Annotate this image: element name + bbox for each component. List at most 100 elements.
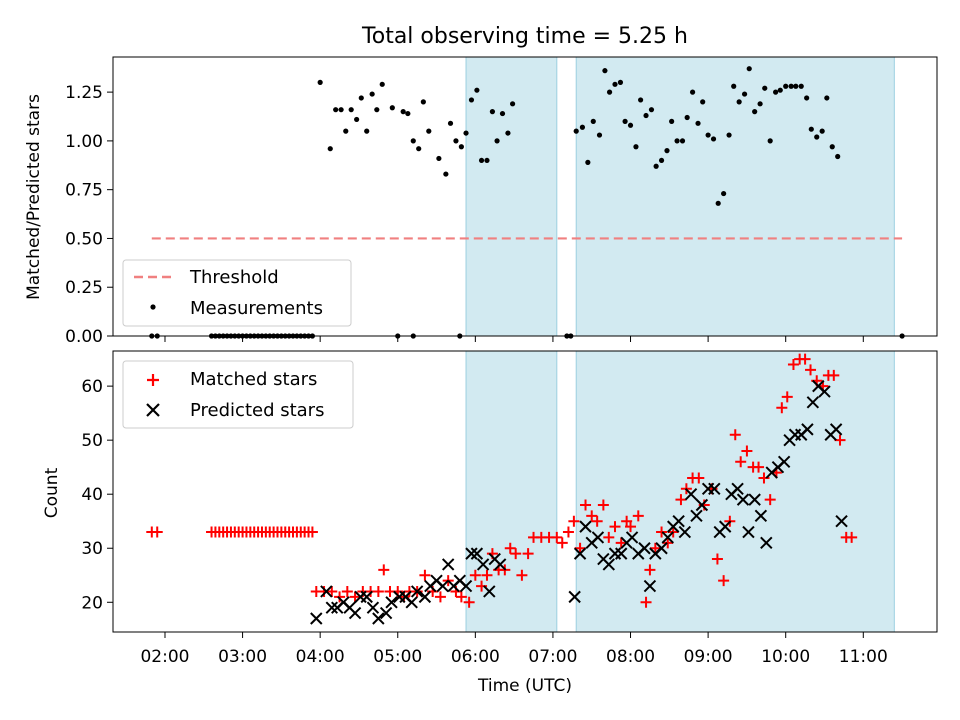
matched-star-point (640, 596, 652, 608)
bottom-x-tick-label: 02:00 (140, 647, 189, 667)
predicted-star-point (754, 509, 768, 523)
measurement-point (658, 157, 665, 164)
bottom-axes-frame (112, 350, 938, 633)
bottom-x-axis-label: Time (UTC) (477, 676, 572, 696)
measurement-point (364, 128, 370, 134)
legend-measurements-swatch (150, 304, 156, 310)
predicted-star-point (465, 547, 478, 560)
matched-stars-points (146, 353, 858, 608)
measurement-point (606, 89, 613, 95)
measurement-point (590, 118, 596, 124)
measurement-point (638, 97, 644, 103)
matched-star-point (625, 521, 637, 533)
bottom-x-tick-label: 11:00 (839, 647, 888, 667)
measurement-point (773, 89, 779, 95)
measurement-point (731, 83, 737, 89)
predicted-star-point (441, 558, 455, 571)
predicted-star-point (470, 547, 484, 560)
matched-star-point (718, 575, 730, 587)
measurement-point (617, 79, 624, 85)
measurement-point (633, 144, 639, 150)
measurement-point (736, 99, 742, 105)
bottom-x-tick-label: 06:00 (451, 647, 500, 667)
matched-star-point (556, 537, 568, 549)
matched-star-point (586, 510, 598, 522)
matched-star-point (787, 359, 799, 371)
measurement-point (648, 107, 655, 113)
matched-star-point (781, 391, 793, 403)
matched-star-point (662, 537, 674, 549)
matched-star-point (326, 585, 338, 597)
measurement-point (783, 83, 789, 89)
matched-star-point (656, 526, 668, 538)
predicted-star-point (483, 585, 496, 598)
matched-star-point (735, 456, 747, 468)
predicted-star-point (591, 531, 605, 544)
measurement-point (798, 83, 804, 89)
matched-star-point (419, 569, 431, 581)
measurement-point (715, 200, 721, 206)
predicted-star-point (695, 498, 709, 512)
measurement-point (752, 109, 758, 115)
measurement-point (416, 146, 422, 152)
top-y-tick-label: 1.25 (65, 83, 103, 103)
bottom-x-ticks: 02:00 03:00 04:00 05:00 06:00 07:00 08:00 09:00… (140, 632, 888, 667)
measurement-point (669, 118, 675, 124)
measurement-point (420, 99, 426, 105)
top-axes-frame (112, 56, 938, 337)
predicted-star-point (829, 423, 843, 436)
predicted-star-point (573, 547, 587, 560)
matched-star-point (580, 499, 592, 511)
measurement-point (710, 136, 717, 142)
matched-star-point (741, 445, 753, 457)
measurement-point (814, 134, 820, 140)
matched-star-point (834, 434, 846, 446)
predicted-star-point (360, 590, 373, 604)
measurement-point (405, 110, 411, 117)
matched-star-point (729, 429, 741, 441)
measurements-points (149, 66, 905, 339)
measurement-point (757, 101, 763, 107)
legend-predicted-swatch (146, 403, 160, 417)
measurement-point (436, 155, 442, 162)
matched-star-point (463, 596, 475, 608)
measurement-point (474, 87, 480, 93)
predicted-star-point (436, 579, 449, 593)
measurement-point (379, 81, 385, 87)
measurement-point (463, 130, 469, 136)
matched-star-point (434, 591, 446, 603)
top-y-tick-label: 0.25 (65, 278, 103, 298)
predicted-star-point (410, 585, 424, 598)
predicted-star-point (372, 612, 385, 625)
legend-measurements-label: Measurements (190, 298, 323, 319)
measurement-point (777, 87, 783, 93)
bottom-y-tick-label: 20 (81, 593, 103, 613)
measurement-point (317, 79, 323, 85)
predicted-star-point (708, 482, 721, 496)
predicted-star-point (801, 423, 814, 436)
matched-star-point (551, 531, 563, 543)
measurement-point (478, 157, 485, 164)
matched-star-point (615, 537, 627, 549)
predicted-star-point (806, 396, 820, 409)
figure-title: Total observing time = 5.25 h (361, 24, 688, 49)
matched-star-point (574, 542, 586, 554)
bottom-panel: 20 30 40 50 60 02:00 03:00 04:00 05:00 06:00 07:0… (42, 350, 938, 696)
predicted-star-point (718, 520, 732, 533)
measurement-point (622, 118, 628, 124)
matched-star-point (562, 526, 574, 538)
matched-star-point (649, 542, 661, 554)
predicted-star-point (661, 531, 674, 544)
predicted-star-point (418, 590, 432, 604)
measurement-point (494, 138, 500, 144)
measurement-point (585, 159, 591, 165)
measurement-point (627, 122, 634, 128)
matched-star-point (378, 564, 390, 576)
matched-star-point (341, 585, 353, 597)
measurement-point (484, 157, 490, 164)
predicted-star-point (579, 520, 592, 533)
matched-star-point (591, 515, 603, 527)
measurement-point (700, 99, 706, 105)
bottom-x-tick-label: 03:00 (218, 647, 267, 667)
top-y-tick-label: 0.00 (65, 327, 103, 347)
